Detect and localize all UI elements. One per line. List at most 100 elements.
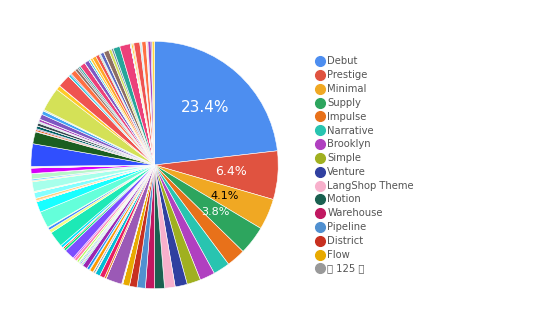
Wedge shape xyxy=(70,74,155,165)
Wedge shape xyxy=(140,42,155,165)
Wedge shape xyxy=(131,43,155,165)
Wedge shape xyxy=(64,165,155,251)
Text: 3.8%: 3.8% xyxy=(201,207,230,217)
Wedge shape xyxy=(155,165,273,228)
Wedge shape xyxy=(88,60,155,165)
Wedge shape xyxy=(141,42,155,165)
Wedge shape xyxy=(122,165,155,284)
Text: 23.4%: 23.4% xyxy=(181,100,230,115)
Wedge shape xyxy=(88,59,155,165)
Wedge shape xyxy=(109,49,155,165)
Wedge shape xyxy=(85,63,155,165)
Wedge shape xyxy=(75,165,155,261)
Wedge shape xyxy=(44,110,155,165)
Wedge shape xyxy=(62,165,155,248)
Wedge shape xyxy=(51,165,155,246)
Wedge shape xyxy=(146,165,155,289)
Wedge shape xyxy=(111,49,155,165)
Wedge shape xyxy=(36,165,155,201)
Wedge shape xyxy=(40,114,155,165)
Wedge shape xyxy=(83,165,155,269)
Wedge shape xyxy=(36,129,155,165)
Wedge shape xyxy=(66,165,155,258)
Wedge shape xyxy=(100,165,155,278)
Wedge shape xyxy=(37,165,155,202)
Wedge shape xyxy=(34,165,155,192)
Wedge shape xyxy=(96,55,155,165)
Text: 6.4%: 6.4% xyxy=(215,165,247,178)
Wedge shape xyxy=(155,41,277,165)
Wedge shape xyxy=(131,44,155,165)
Wedge shape xyxy=(69,75,155,165)
Wedge shape xyxy=(73,165,155,259)
Wedge shape xyxy=(42,111,155,165)
Wedge shape xyxy=(130,165,155,287)
Wedge shape xyxy=(147,42,155,165)
Wedge shape xyxy=(151,41,155,165)
Wedge shape xyxy=(69,76,155,165)
Wedge shape xyxy=(37,165,155,212)
Wedge shape xyxy=(137,165,155,288)
Wedge shape xyxy=(82,165,155,266)
Wedge shape xyxy=(31,165,155,174)
Wedge shape xyxy=(155,165,229,273)
Wedge shape xyxy=(155,151,278,200)
Wedge shape xyxy=(31,165,155,179)
Wedge shape xyxy=(37,123,155,165)
Wedge shape xyxy=(31,165,155,174)
Wedge shape xyxy=(100,52,155,165)
Wedge shape xyxy=(31,165,155,168)
Wedge shape xyxy=(95,165,155,274)
Wedge shape xyxy=(32,165,155,181)
Wedge shape xyxy=(36,126,155,165)
Wedge shape xyxy=(106,165,155,279)
Wedge shape xyxy=(31,165,155,168)
Wedge shape xyxy=(78,165,155,263)
Wedge shape xyxy=(79,165,155,263)
Wedge shape xyxy=(87,165,155,270)
Wedge shape xyxy=(93,165,155,273)
Wedge shape xyxy=(100,54,155,165)
Wedge shape xyxy=(31,165,155,167)
Wedge shape xyxy=(69,76,155,165)
Wedge shape xyxy=(147,42,155,165)
Wedge shape xyxy=(146,42,155,165)
Wedge shape xyxy=(34,165,155,198)
Wedge shape xyxy=(33,132,155,165)
Wedge shape xyxy=(95,165,155,274)
Legend: Debut, Prestige, Minimal, Supply, Impulse, Narrative, Brooklyn, Simple, Venture,: Debut, Prestige, Minimal, Supply, Impuls… xyxy=(317,56,414,274)
Wedge shape xyxy=(32,165,155,182)
Wedge shape xyxy=(81,165,155,264)
Wedge shape xyxy=(130,44,155,165)
Wedge shape xyxy=(90,165,155,272)
Wedge shape xyxy=(77,165,155,261)
Wedge shape xyxy=(37,126,155,165)
Wedge shape xyxy=(93,165,155,273)
Wedge shape xyxy=(113,47,155,165)
Wedge shape xyxy=(147,42,155,165)
Wedge shape xyxy=(90,59,155,165)
Wedge shape xyxy=(41,165,155,227)
Wedge shape xyxy=(36,130,155,165)
Wedge shape xyxy=(104,165,155,279)
Wedge shape xyxy=(106,165,155,284)
Wedge shape xyxy=(32,165,155,191)
Wedge shape xyxy=(122,165,155,284)
Wedge shape xyxy=(155,165,243,264)
Text: 4.1%: 4.1% xyxy=(211,191,239,201)
Wedge shape xyxy=(31,144,155,166)
Wedge shape xyxy=(95,165,155,276)
Wedge shape xyxy=(155,165,187,287)
Wedge shape xyxy=(80,165,155,264)
Wedge shape xyxy=(79,165,155,264)
Wedge shape xyxy=(60,86,155,165)
Wedge shape xyxy=(36,131,155,165)
Wedge shape xyxy=(130,44,155,165)
Wedge shape xyxy=(61,165,155,248)
Wedge shape xyxy=(89,165,155,270)
Wedge shape xyxy=(60,76,155,165)
Wedge shape xyxy=(81,165,155,265)
Wedge shape xyxy=(122,165,155,284)
Wedge shape xyxy=(31,165,155,168)
Wedge shape xyxy=(142,42,155,165)
